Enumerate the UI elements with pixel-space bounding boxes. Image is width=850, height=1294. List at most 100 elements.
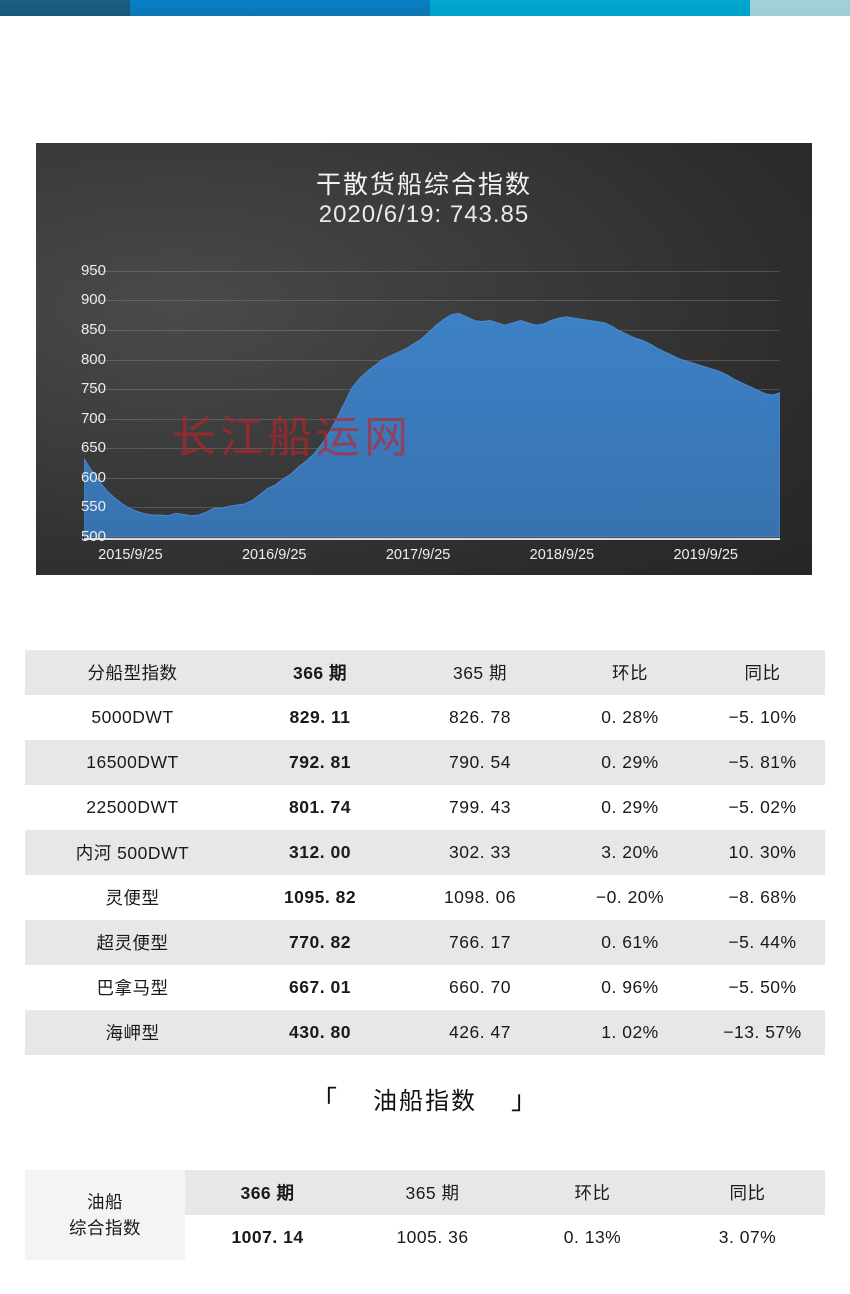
cell-yoy: −8. 68% [728, 887, 797, 907]
cell-ship-type: 海岬型 [105, 1023, 160, 1043]
cell-period-366: 792. 81 [289, 752, 351, 772]
cell-mom: 0. 29% [601, 752, 659, 772]
cell-period-366: 667. 01 [289, 977, 351, 997]
cell-period-365: 799. 43 [449, 797, 511, 817]
cell-mom: 0. 61% [601, 932, 659, 952]
gridline [84, 270, 780, 272]
gridline [84, 300, 780, 302]
oil-tanker-index-table: 油船 综合指数 366 期 365 期 环比 同比 1007. 14 1005.… [25, 1170, 825, 1260]
cell-period-366: 1095. 82 [283, 887, 357, 907]
oil-value-yoy: 3. 07% [718, 1227, 777, 1247]
chart-subtitle: 2020/6/19: 743.85 [318, 201, 530, 228]
cell-period-366: 430. 80 [289, 1022, 351, 1042]
oil-col-header-period-365: 365 期 [405, 1183, 460, 1203]
y-axis-tick-label: 850 [80, 320, 106, 338]
topbar-segment-blue [130, 0, 430, 16]
gridline [84, 537, 780, 538]
x-axis-tick-label: 2016/9/25 [241, 547, 307, 563]
cell-mom: 3. 20% [601, 842, 659, 862]
cell-mom: 0. 96% [601, 977, 659, 997]
cell-ship-type: 巴拿马型 [96, 978, 169, 998]
table-header-row: 分船型指数 366 期 365 期 环比 同比 [25, 650, 825, 695]
oil-col-header-yoy: 同比 [729, 1183, 766, 1203]
section-title-text: 油船指数 [373, 1087, 477, 1115]
col-header-period-366: 366 期 [292, 663, 348, 683]
cell-mom: 0. 29% [601, 797, 659, 817]
y-axis-tick-label: 900 [80, 291, 106, 309]
cell-ship-type: 灵便型 [105, 888, 160, 908]
chart-area-series [84, 312, 780, 537]
cell-yoy: −5. 50% [728, 977, 797, 997]
table-row: 16500DWT 792. 81 790. 54 0. 29% −5. 81% [25, 740, 825, 785]
y-axis-tick-label: 700 [80, 409, 106, 427]
y-axis-tick-label: 800 [80, 350, 106, 368]
table-row: 灵便型 1095. 82 1098. 06 −0. 20% −8. 68% [25, 875, 825, 920]
cell-yoy: −5. 02% [728, 797, 797, 817]
oil-col-header-period-366: 366 期 [240, 1183, 295, 1203]
x-axis-tick-label: 2018/9/25 [529, 547, 595, 563]
y-axis-tick-label: 650 [80, 439, 106, 457]
cell-period-366: 770. 82 [289, 932, 351, 952]
cell-period-366: 801. 74 [289, 797, 351, 817]
cell-mom: −0. 20% [595, 887, 665, 907]
oil-value-period-365: 1005. 36 [396, 1227, 469, 1247]
topbar-segment-cyan [430, 0, 750, 16]
y-axis-tick-label: 750 [80, 380, 106, 398]
col-header-ship-type: 分船型指数 [87, 663, 178, 683]
cell-ship-type: 5000DWT [91, 707, 174, 727]
chart-baseline [84, 538, 780, 540]
dry-bulk-index-chart: 干散货船综合指数 2020/6/19: 743.85 950 900 850 800 7… [36, 143, 812, 575]
table-row: 22500DWT 801. 74 799. 43 0. 29% −5. 02% [25, 785, 825, 830]
x-axis-tick-label: 2019/9/25 [673, 547, 738, 563]
cell-ship-type: 16500DWT [86, 752, 179, 772]
y-axis-tick-label: 500 [80, 528, 106, 545]
chart-plot-area [84, 256, 780, 540]
cell-period-365: 1098. 06 [443, 887, 517, 907]
cell-period-365: 660. 70 [449, 977, 511, 997]
oil-table-row-label: 油船 综合指数 [25, 1170, 185, 1260]
cell-ship-type: 超灵便型 [96, 933, 169, 953]
cell-period-365: 826. 78 [449, 707, 511, 727]
y-axis-tick-label: 550 [80, 498, 106, 516]
cell-period-366: 312. 00 [289, 842, 351, 862]
top-decorative-bar [0, 0, 850, 16]
cell-yoy: −5. 44% [728, 932, 797, 952]
topbar-segment-dark-blue [0, 0, 130, 16]
oil-label-line-2: 综合指数 [69, 1218, 141, 1238]
cell-mom: 0. 28% [601, 707, 659, 727]
y-axis-tick-label: 600 [80, 468, 106, 486]
table-row: 5000DWT 829. 11 826. 78 0. 28% −5. 10% [25, 695, 825, 740]
cell-yoy: −5. 10% [728, 707, 797, 727]
cell-period-365: 426. 47 [449, 1022, 511, 1042]
oil-value-mom: 0. 13% [563, 1227, 622, 1247]
cell-mom: 1. 02% [601, 1022, 659, 1042]
cell-yoy: −5. 81% [728, 752, 797, 772]
x-axis-tick-label: 2015/9/25 [98, 547, 163, 563]
table-row: 超灵便型 770. 82 766. 17 0. 61% −5. 44% [25, 920, 825, 965]
cell-ship-type: 22500DWT [86, 797, 179, 817]
y-axis-tick-label: 950 [80, 261, 106, 279]
oil-index-section-title: 「 油船指数 」 [0, 1080, 850, 1117]
oil-label-line-1: 油船 [87, 1191, 123, 1212]
x-axis-tick-label: 2017/9/25 [385, 547, 451, 563]
table-row: 巴拿马型 667. 01 660. 70 0. 96% −5. 50% [25, 965, 825, 1010]
col-header-mom: 环比 [612, 663, 648, 683]
cell-yoy: −13. 57% [723, 1022, 802, 1042]
ship-type-index-table: 分船型指数 366 期 365 期 环比 同比 5000DWT 829. 11 82… [25, 650, 825, 1055]
oil-col-header-mom: 环比 [574, 1183, 611, 1203]
chart-title: 干散货船综合指数 [315, 170, 532, 199]
chart-x-axis-labels: 2015/9/25 2016/9/25 2017/9/25 2018/9/25 2019… [36, 547, 812, 569]
cell-period-365: 302. 33 [449, 842, 511, 862]
cell-period-365: 766. 17 [449, 932, 511, 952]
cell-period-366: 829. 11 [289, 707, 351, 727]
oil-table-header-row: 油船 综合指数 366 期 365 期 环比 同比 [25, 1170, 825, 1260]
col-header-yoy: 同比 [744, 663, 781, 683]
table-row: 海岬型 430. 80 426. 47 1. 02% −13. 57% [25, 1010, 825, 1055]
col-header-period-365: 365 期 [452, 663, 508, 683]
topbar-segment-pale [750, 0, 850, 16]
cell-yoy: 10. 30% [728, 842, 797, 862]
oil-value-period-366: 1007. 14 [231, 1227, 304, 1247]
bracket-open: 「 [310, 1086, 339, 1116]
table-row: 内河 500DWT 312. 00 302. 33 3. 20% 10. 30% [25, 830, 825, 875]
cell-period-365: 790. 54 [449, 752, 511, 772]
